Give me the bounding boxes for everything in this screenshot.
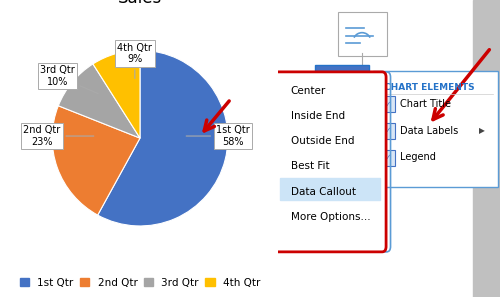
FancyBboxPatch shape: [316, 65, 368, 116]
Text: Best Fit: Best Fit: [291, 161, 330, 171]
FancyBboxPatch shape: [274, 72, 386, 252]
Wedge shape: [98, 50, 228, 226]
FancyBboxPatch shape: [373, 71, 498, 187]
Text: 4th Qtr
9%: 4th Qtr 9%: [118, 42, 152, 78]
FancyBboxPatch shape: [382, 123, 395, 139]
Wedge shape: [93, 50, 140, 138]
Text: Data Labels: Data Labels: [400, 126, 458, 136]
Wedge shape: [52, 106, 140, 215]
Text: More Options...: More Options...: [291, 212, 370, 222]
FancyBboxPatch shape: [338, 12, 386, 56]
Text: Chart Title: Chart Title: [400, 99, 451, 109]
Text: Outside End: Outside End: [291, 136, 354, 146]
Legend: 1st Qtr, 2nd Qtr, 3rd Qtr, 4th Qtr: 1st Qtr, 2nd Qtr, 3rd Qtr, 4th Qtr: [20, 278, 260, 288]
Text: 2nd Qtr
23%: 2nd Qtr 23%: [23, 125, 94, 147]
Text: Legend: Legend: [400, 152, 436, 162]
Text: 3rd Qtr
10%: 3rd Qtr 10%: [40, 65, 98, 94]
Text: +: +: [334, 81, 350, 100]
Bar: [280, 178, 380, 200]
Wedge shape: [58, 64, 140, 138]
Title: Sales: Sales: [118, 0, 162, 7]
Text: 1st Qtr
58%: 1st Qtr 58%: [186, 125, 250, 147]
Text: CHART ELEMENTS: CHART ELEMENTS: [384, 83, 475, 92]
Text: Data Callout: Data Callout: [291, 187, 356, 197]
Text: ✓: ✓: [385, 99, 392, 108]
Text: Inside End: Inside End: [291, 111, 345, 121]
FancyBboxPatch shape: [382, 96, 395, 112]
Bar: [474, 0, 500, 297]
Text: Center: Center: [291, 86, 326, 96]
Text: ✓: ✓: [385, 126, 392, 135]
Text: ▶: ▶: [480, 126, 485, 135]
Text: ✓: ✓: [385, 153, 392, 162]
FancyBboxPatch shape: [382, 150, 395, 166]
